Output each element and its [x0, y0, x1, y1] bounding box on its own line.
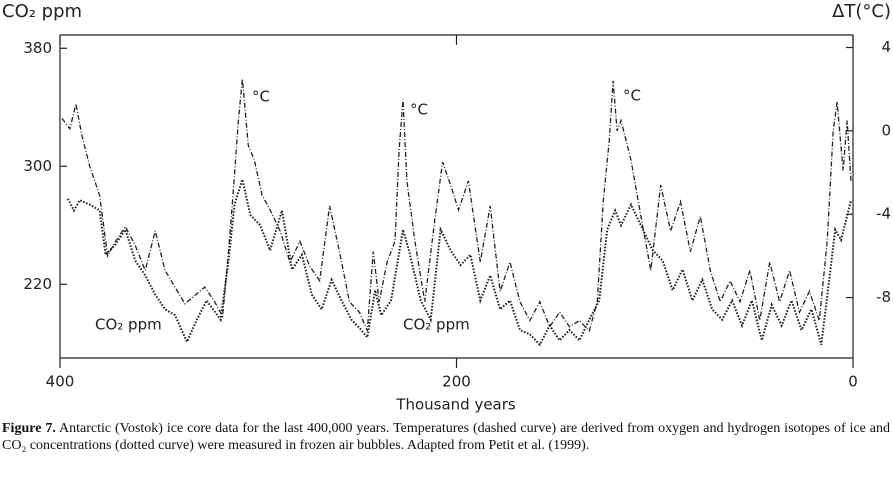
y2-tick-label: 4	[881, 38, 891, 56]
caption-text: Antarctic (Vostok) ice core data for the…	[2, 421, 891, 453]
line-series	[61, 78, 852, 333]
y-axis-label: CO₂ ppm	[2, 1, 82, 22]
y-tick-label: 380	[23, 39, 52, 57]
annotation: CO₂ ppm	[403, 316, 470, 334]
y-tick-label: 300	[23, 157, 52, 175]
x-tick-label: 200	[442, 373, 471, 391]
x-tick-label: 400	[46, 373, 75, 391]
annotation: CO₂ ppm	[95, 316, 162, 334]
annotation: °C	[623, 87, 641, 105]
y2-tick-label: -8	[876, 288, 891, 306]
y-tick-label: 220	[23, 275, 52, 293]
chart: CO₂ ppm ΔT(°C) Thousand years °C °C °C C…	[2, 1, 891, 414]
annotation: °C	[410, 101, 428, 119]
annotation: °C	[252, 88, 270, 106]
x-axis-label: Thousand years	[395, 396, 516, 414]
y2-axis-label: ΔT(°C)	[832, 1, 891, 22]
caption-label: Figure 7.	[2, 421, 56, 436]
y2-tick-label: -4	[876, 205, 891, 223]
caption: Figure 7. Antarctic (Vostok) ice core da…	[2, 420, 890, 454]
y2-tick-label: 0	[881, 121, 891, 139]
x-tick-label: 0	[848, 373, 858, 391]
line-series	[67, 175, 852, 347]
